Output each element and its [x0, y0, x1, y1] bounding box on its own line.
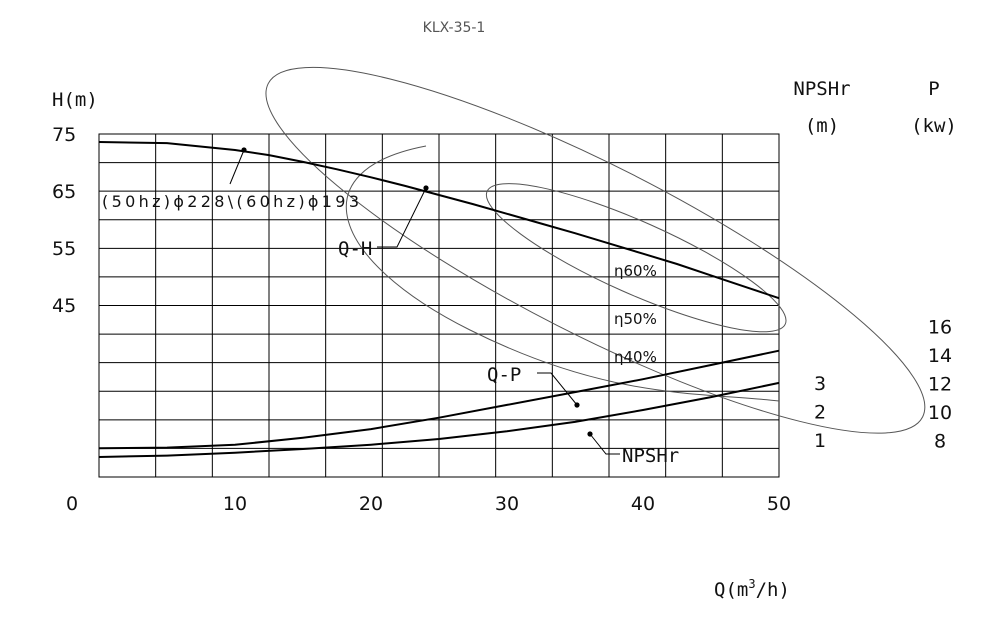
qp-curve	[98, 349, 780, 450]
efficiency-50-label: η50%	[614, 310, 657, 328]
qp-label: Q-P	[487, 364, 521, 386]
efficiency-60-ellipse	[485, 183, 787, 333]
x-tick-label: 10	[223, 493, 247, 515]
h-tick-label: 65	[52, 181, 76, 203]
power-axis-title-line2: (kw)	[911, 115, 957, 137]
impeller-leader-line	[229, 149, 245, 185]
power-tick-label: 12	[928, 374, 952, 396]
chart-title: KLX-35-1	[423, 20, 486, 36]
power-tick-labels: 16 14 12 10 8	[928, 317, 952, 453]
npsh-tick-label: 1	[814, 430, 826, 452]
efficiency-60-label: η60%	[614, 262, 657, 280]
npsh-tick-labels: 3 2 1	[814, 373, 826, 452]
qh-curve	[98, 141, 780, 300]
x-axis-title-base: Q(m	[714, 579, 748, 601]
h-tick-label: 75	[52, 124, 76, 146]
npsh-tick-label: 2	[814, 401, 826, 423]
power-tick-label: 8	[934, 431, 946, 453]
grid	[99, 134, 779, 477]
efficiency-50-ellipse	[265, 66, 926, 434]
x-tick-label: 40	[631, 493, 655, 515]
performance-curves	[98, 141, 780, 458]
npshr-leader-line	[589, 433, 620, 455]
power-axis-title-line1: P	[928, 78, 939, 100]
npsh-tick-label: 3	[814, 373, 826, 395]
power-tick-label: 14	[928, 345, 952, 367]
x-tick-label: 30	[495, 493, 519, 515]
h-tick-label: 45	[52, 295, 76, 317]
x-tick-label: 20	[359, 493, 383, 515]
h-axis-title: H(m)	[52, 89, 98, 111]
impeller-annotation: (50hz)ϕ228\(60hz)ϕ193	[102, 192, 359, 211]
h-tick-labels: 75 65 55 45	[52, 124, 76, 317]
efficiency-curves	[265, 66, 926, 434]
npsh-axis-title-line2: (m)	[805, 115, 839, 137]
x-axis-title-sup: 3	[748, 577, 755, 591]
power-tick-label: 16	[928, 317, 952, 339]
x-axis-title: Q(m3/h)	[714, 577, 790, 601]
x-tick-label: 0	[66, 493, 78, 515]
qh-label: Q-H	[338, 238, 372, 260]
qh-leader-line	[377, 187, 427, 248]
npsh-axis-title-line1: NPSHr	[793, 78, 850, 100]
x-tick-label: 50	[767, 493, 791, 515]
npshr-label: NPSHr	[622, 445, 679, 467]
efficiency-40-curve	[345, 145, 780, 402]
efficiency-40-label: η40%	[614, 348, 657, 366]
x-tick-labels: 0 10 20 30 40 50	[66, 493, 791, 515]
qp-leader-line	[537, 372, 578, 406]
h-tick-label: 55	[52, 238, 76, 260]
power-tick-label: 10	[928, 402, 952, 424]
x-axis-title-tail: /h)	[756, 579, 790, 601]
npshr-curve	[98, 381, 780, 458]
